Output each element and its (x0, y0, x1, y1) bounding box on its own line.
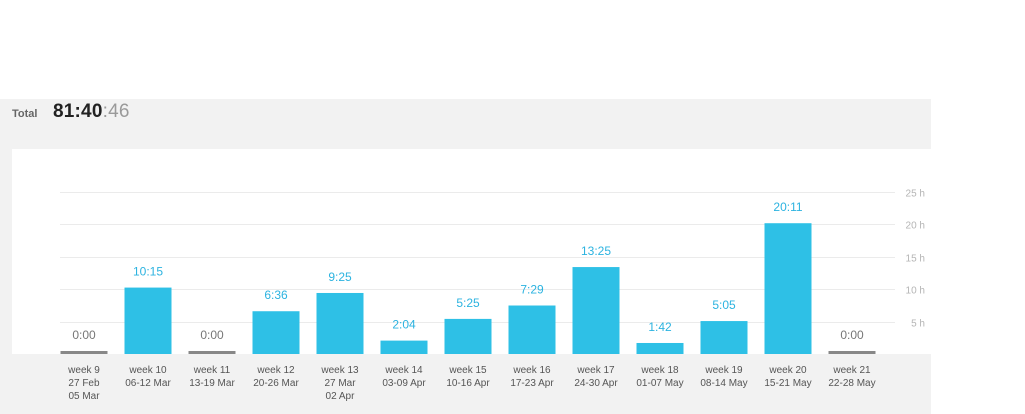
x-tick-label: week 21 22-28 May (828, 365, 875, 389)
x-tick-label: week 18 01-07 May (636, 365, 683, 389)
bar[interactable] (572, 267, 620, 354)
bar[interactable] (380, 340, 428, 354)
x-tick-line: 05 Mar (68, 391, 100, 402)
x-tick-line: 10-16 Apr (446, 378, 490, 389)
x-tick-label: week 17 24-30 Apr (574, 365, 618, 389)
bar-value-label: 5:25 (456, 296, 480, 310)
x-tick-line: week 21 (832, 365, 871, 376)
x-tick-label: week 14 03-09 Apr (382, 365, 426, 389)
bar-value-label: 0:00 (200, 328, 224, 342)
x-tick-line: 13-19 Mar (189, 378, 235, 389)
total-time: 81:40:46 (53, 101, 130, 123)
bar-value-label: 10:15 (133, 265, 163, 279)
total-label: Total (12, 108, 38, 120)
bar-value-label: 6:36 (264, 288, 288, 302)
y-tick-label: 15 h (906, 254, 925, 265)
y-tick-label: 20 h (906, 221, 925, 232)
x-tick-line: 02 Apr (326, 391, 356, 402)
bar-value-label: 1:42 (648, 320, 672, 334)
bar[interactable] (700, 321, 748, 354)
bar-value-label: 2:04 (392, 318, 416, 332)
x-tick-line: week 18 (640, 365, 679, 376)
x-tick-line: 03-09 Apr (382, 378, 426, 389)
x-tick-label: week 19 08-14 May (700, 365, 747, 389)
x-tick-line: 15-21 May (764, 378, 811, 389)
x-tick-line: 06-12 Mar (125, 378, 171, 389)
x-tick-line: week 14 (384, 365, 423, 376)
bars (60, 223, 876, 354)
x-tick-line: week 17 (576, 365, 615, 376)
x-tick-line: week 20 (768, 365, 807, 376)
x-tick-label: week 20 15-21 May (764, 365, 811, 389)
bar[interactable] (508, 305, 556, 354)
x-tick-label: week 11 13-19 Mar (189, 365, 235, 389)
x-tick-line: week 9 (67, 365, 100, 376)
bar-value-label: 9:25 (328, 270, 352, 284)
x-tick-line: week 12 (256, 365, 295, 376)
y-tick-label: 25 h (906, 189, 925, 200)
bar-value-label: 5:05 (712, 298, 736, 312)
x-tick-line: 22-28 May (828, 378, 875, 389)
x-tick-label: week 15 10-16 Apr (446, 365, 490, 389)
y-tick-label: 10 h (906, 286, 925, 297)
x-tick-label: week 12 20-26 Mar (253, 365, 299, 389)
bar-value-label: 0:00 (840, 328, 864, 342)
bar[interactable] (316, 292, 364, 354)
bar[interactable] (60, 351, 108, 354)
x-tick-line: 08-14 May (700, 378, 747, 389)
bar[interactable] (764, 223, 812, 354)
x-tick-line: 20-26 Mar (253, 378, 299, 389)
x-tick-line: week 19 (704, 365, 743, 376)
y-tick-label: 5 h (911, 319, 925, 330)
x-tick-label: week 16 17-23 Apr (510, 365, 554, 389)
x-tick-line: week 13 (320, 365, 359, 376)
total-time-main: 81:40 (53, 101, 103, 122)
x-tick-line: 24-30 Apr (574, 378, 618, 389)
bar[interactable] (124, 287, 172, 354)
bar[interactable] (444, 318, 492, 354)
value-labels: 0:00 10:15 0:00 6:36 9:25 2:04 5:25 7:29 13:25 1:… (72, 200, 864, 342)
bar[interactable] (636, 342, 684, 354)
bar[interactable] (188, 351, 236, 354)
bar[interactable] (828, 351, 876, 354)
x-tick-line: week 15 (448, 365, 487, 376)
y-axis-ticks: 5 h 10 h 15 h 20 h 25 h (906, 189, 925, 330)
x-tick-line: 01-07 May (636, 378, 683, 389)
x-tick-line: week 11 (193, 365, 231, 376)
bar-value-label: 0:00 (72, 328, 96, 342)
x-tick-label: week 10 06-12 Mar (125, 365, 171, 389)
x-tick-line: 27 Feb (68, 378, 100, 389)
x-tick-label: week 9 27 Feb 05 Mar (67, 365, 100, 402)
bar-value-label: 20:11 (773, 200, 802, 214)
x-tick-line: week 10 (128, 365, 167, 376)
x-tick-line: week 16 (512, 365, 551, 376)
x-tick-line: 17-23 Apr (510, 378, 554, 389)
bar[interactable] (252, 311, 300, 354)
bar-value-label: 7:29 (520, 283, 544, 297)
grid-lines (60, 192, 895, 323)
x-tick-label: week 13 27 Mar 02 Apr (320, 365, 359, 402)
x-tick-line: 27 Mar (324, 378, 356, 389)
total-time-seconds: :46 (102, 101, 130, 122)
bar-value-label: 13:25 (581, 244, 611, 258)
